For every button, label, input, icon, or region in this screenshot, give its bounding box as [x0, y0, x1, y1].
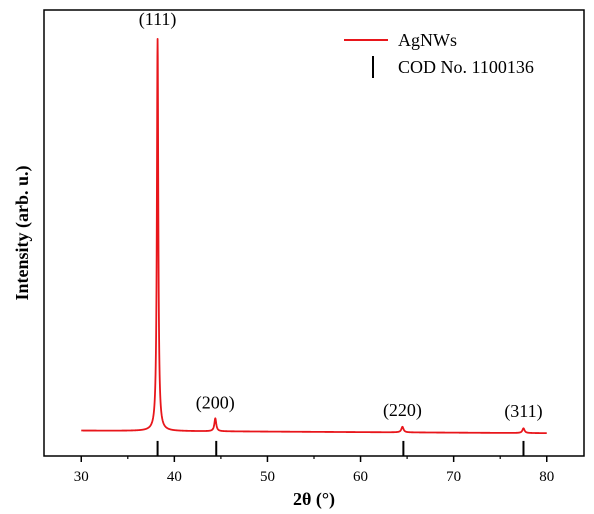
- peak-label: (311): [504, 401, 542, 422]
- peak-label: (111): [139, 9, 177, 30]
- peak-label: (220): [383, 400, 422, 421]
- x-axis-ticks: 30 40 50 60 70 80: [74, 456, 554, 485]
- legend-label-agnws: AgNWs: [398, 30, 457, 50]
- x-tick-label-30: 30: [74, 469, 89, 485]
- x-tick-label-40: 40: [167, 469, 182, 485]
- series-agnws-line: [80, 37, 548, 435]
- x-tick-label-50: 50: [260, 469, 275, 485]
- legend: AgNWs COD No. 1100136: [344, 30, 534, 78]
- x-tick-label-70: 70: [446, 469, 461, 485]
- reference-lines: [156, 440, 525, 456]
- y-axis-title: Intensity (arb. u.): [12, 165, 33, 300]
- peak-label: (200): [196, 393, 235, 414]
- x-tick-label-80: 80: [539, 469, 554, 485]
- x-axis-title: 2θ (°): [293, 489, 335, 510]
- legend-label-cod: COD No. 1100136: [398, 57, 534, 77]
- x-tick-label-60: 60: [353, 469, 368, 485]
- peak-annotations: (111) (200) (220) (311): [139, 9, 543, 422]
